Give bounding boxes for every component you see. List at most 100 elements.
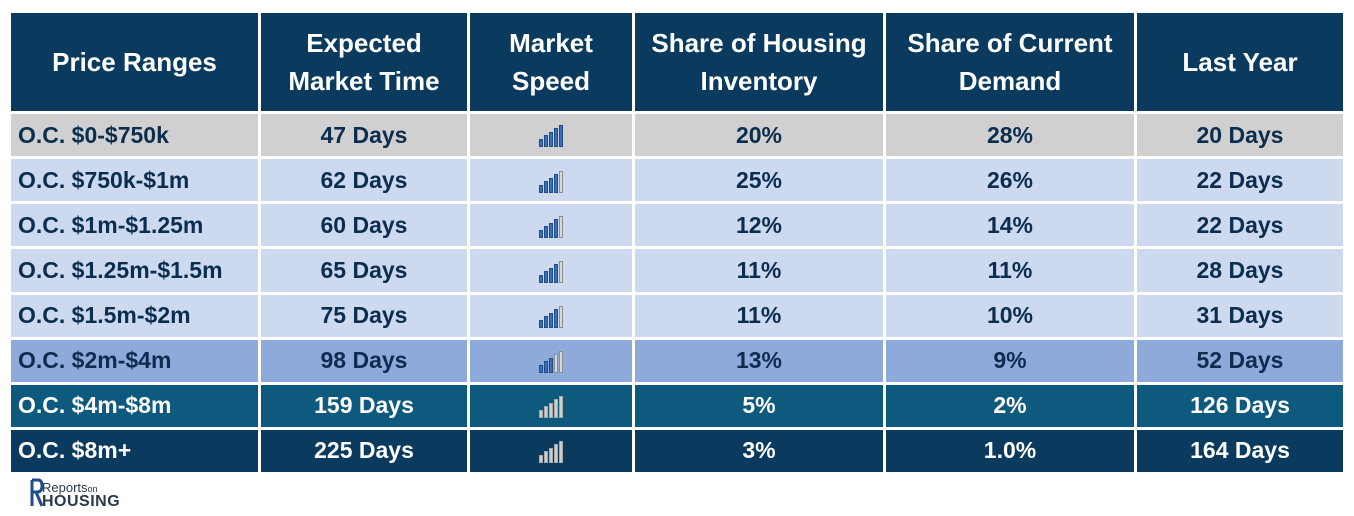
- signal-bar: [559, 305, 563, 328]
- signal-bar: [544, 406, 548, 419]
- signal-bar: [554, 173, 558, 193]
- market-time-cell: 75 Days: [258, 291, 470, 340]
- last-year-cell: 20 Days: [1134, 110, 1346, 160]
- header-row: Price Ranges Expected Market Time Market…: [8, 10, 1346, 114]
- demand-share-cell: 14%: [883, 201, 1137, 250]
- demand-share-cell: 10%: [883, 291, 1137, 340]
- header-share-of-inventory: Share of Housing Inventory: [632, 10, 886, 114]
- market-speed-cell: [467, 156, 635, 205]
- market-time-cell: 62 Days: [258, 156, 470, 205]
- signal-bar: [559, 351, 563, 374]
- price-range-cell: O.C. $1.5m-$2m: [8, 291, 261, 340]
- price-range-cell: O.C. $2m-$4m: [8, 336, 261, 385]
- signal-bar: [554, 128, 558, 148]
- market-speed-cell: [467, 201, 635, 250]
- inventory-share-cell: 13%: [632, 336, 886, 385]
- signal-bar: [544, 315, 548, 328]
- last-year-cell: 164 Days: [1134, 426, 1346, 476]
- signal-bar: [544, 270, 548, 283]
- signal-bar: [544, 225, 548, 238]
- signal-bar: [554, 263, 558, 283]
- last-year-cell: 126 Days: [1134, 381, 1346, 430]
- signal-bar: [539, 139, 543, 148]
- table-row: O.C. $1.25m-$1.5m 65 Days 11% 11% 28 Days: [8, 246, 1346, 295]
- price-range-cell: O.C. $4m-$8m: [8, 381, 261, 430]
- header-market-speed: Market Speed: [467, 10, 635, 114]
- logo-text-reports: Reports: [42, 480, 88, 495]
- signal-bar: [539, 319, 543, 328]
- signal-bar: [549, 403, 553, 419]
- last-year-cell: 22 Days: [1134, 201, 1346, 250]
- table-row: O.C. $4m-$8m 159 Days 5% 2% 126 Days: [8, 381, 1346, 430]
- signal-bar: [559, 170, 563, 193]
- inventory-share-cell: 3%: [632, 426, 886, 476]
- inventory-share-cell: 11%: [632, 246, 886, 295]
- market-time-cell: 159 Days: [258, 381, 470, 430]
- price-range-cell: O.C. $0-$750k: [8, 110, 261, 160]
- market-time-table: Price Ranges Expected Market Time Market…: [8, 10, 1346, 476]
- header-price-ranges: Price Ranges: [8, 10, 261, 114]
- last-year-cell: 52 Days: [1134, 336, 1346, 385]
- logo-text-on: on: [87, 484, 98, 494]
- inventory-share-cell: 5%: [632, 381, 886, 430]
- signal-bars-icon: [539, 215, 563, 238]
- logo-text-housing: HOUSING: [42, 493, 121, 510]
- price-range-cell: O.C. $1m-$1.25m: [8, 201, 261, 250]
- last-year-cell: 22 Days: [1134, 156, 1346, 205]
- signal-bar: [559, 260, 563, 283]
- signal-bar: [539, 365, 543, 374]
- signal-bars-icon: [539, 305, 563, 328]
- signal-bar: [544, 180, 548, 193]
- signal-bar: [539, 229, 543, 238]
- market-speed-cell: [467, 381, 635, 430]
- market-speed-cell: [467, 336, 635, 385]
- reports-on-housing-logo: Reportson HOUSING: [30, 478, 140, 512]
- signal-bar: [549, 358, 553, 374]
- signal-bar: [559, 396, 563, 419]
- signal-bar: [544, 361, 548, 374]
- signal-bars-icon: [539, 260, 563, 283]
- signal-bar: [549, 222, 553, 238]
- inventory-share-cell: 12%: [632, 201, 886, 250]
- demand-share-cell: 2%: [883, 381, 1137, 430]
- demand-share-cell: 9%: [883, 336, 1137, 385]
- market-time-cell: 65 Days: [258, 246, 470, 295]
- table-body: O.C. $0-$750k 47 Days 20% 28% 20 Days O.C. $7…: [8, 110, 1346, 476]
- demand-share-cell: 26%: [883, 156, 1137, 205]
- market-speed-cell: [467, 110, 635, 160]
- market-time-cell: 98 Days: [258, 336, 470, 385]
- market-speed-cell: [467, 246, 635, 295]
- header-last-year: Last Year: [1134, 10, 1346, 114]
- signal-bar: [539, 410, 543, 419]
- signal-bar: [544, 135, 548, 148]
- signal-bar: [554, 354, 558, 374]
- signal-bar: [554, 308, 558, 328]
- signal-bar: [539, 184, 543, 193]
- inventory-share-cell: 20%: [632, 110, 886, 160]
- signal-bar: [559, 215, 563, 238]
- market-time-cell: 225 Days: [258, 426, 470, 476]
- logo-r-icon: [30, 478, 44, 507]
- signal-bar: [554, 218, 558, 238]
- table-row: O.C. $2m-$4m 98 Days 13% 9% 52 Days: [8, 336, 1346, 385]
- market-speed-cell: [467, 291, 635, 340]
- market-time-cell: 60 Days: [258, 201, 470, 250]
- table-row: O.C. $1.5m-$2m 75 Days 11% 10% 31 Days: [8, 291, 1346, 340]
- signal-bar: [549, 132, 553, 148]
- inventory-share-cell: 25%: [632, 156, 886, 205]
- signal-bars-icon: [539, 441, 563, 464]
- header-share-of-demand: Share of Current Demand: [883, 10, 1137, 114]
- signal-bar: [539, 455, 543, 464]
- table-row: O.C. $750k-$1m 62 Days 25% 26% 22 Days: [8, 156, 1346, 205]
- demand-share-cell: 1.0%: [883, 426, 1137, 476]
- signal-bar: [544, 451, 548, 464]
- table-row: O.C. $8m+ 225 Days 3% 1.0% 164 Days: [8, 426, 1346, 476]
- inventory-share-cell: 11%: [632, 291, 886, 340]
- price-range-cell: O.C. $1.25m-$1.5m: [8, 246, 261, 295]
- signal-bars-icon: [539, 396, 563, 419]
- demand-share-cell: 28%: [883, 110, 1137, 160]
- signal-bar: [539, 274, 543, 283]
- last-year-cell: 31 Days: [1134, 291, 1346, 340]
- signal-bars-icon: [539, 351, 563, 374]
- table-row: O.C. $1m-$1.25m 60 Days 12% 14% 22 Days: [8, 201, 1346, 250]
